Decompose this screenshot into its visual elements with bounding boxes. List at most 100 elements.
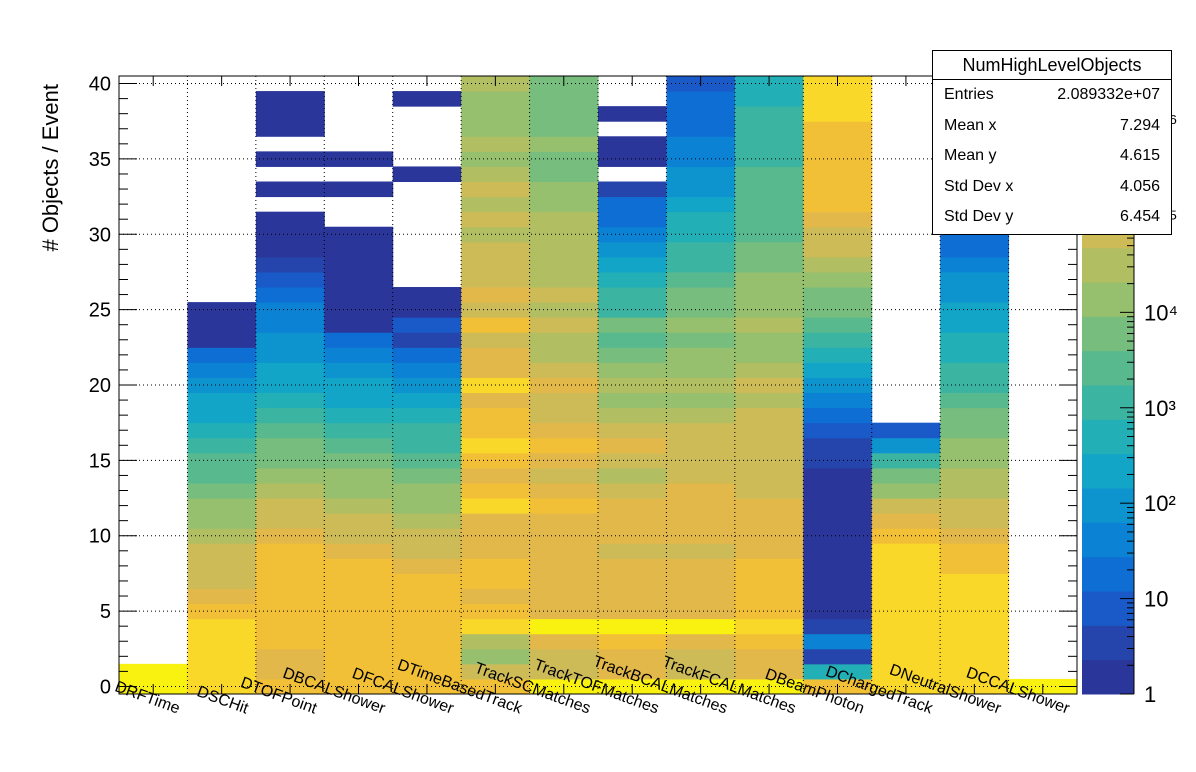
heatmap-cell xyxy=(734,467,804,484)
heatmap-cells xyxy=(119,76,1078,695)
heatmap-cell xyxy=(940,603,1010,620)
heatmap-cell xyxy=(940,377,1010,394)
heatmap-cell xyxy=(598,558,667,574)
heatmap-cell xyxy=(666,241,736,258)
heatmap-cell xyxy=(324,633,394,650)
heatmap-cell xyxy=(803,392,873,409)
heatmap-cell xyxy=(392,91,462,107)
heatmap-cell xyxy=(871,618,941,635)
heatmap-cell xyxy=(255,573,325,589)
heatmap-cell xyxy=(255,633,325,650)
heatmap-cell xyxy=(666,498,736,514)
heatmap-cell xyxy=(803,618,873,635)
heatmap-cell xyxy=(461,332,531,348)
heatmap-cell xyxy=(734,347,804,363)
stats-box: NumHighLevelObjects Entries 2.089332e+07… xyxy=(932,50,1172,235)
heatmap-cell xyxy=(255,271,325,288)
heatmap-cell xyxy=(803,437,873,454)
heatmap-cell xyxy=(666,513,736,529)
heatmap-cell xyxy=(803,136,873,152)
heatmap-cell xyxy=(734,196,804,213)
heatmap-cell xyxy=(598,181,667,198)
heatmap-cell xyxy=(529,377,599,394)
heatmap-cell xyxy=(734,211,804,228)
heatmap-cell xyxy=(940,618,1010,635)
heatmap-cell xyxy=(529,452,599,469)
heatmap-cell xyxy=(255,543,325,559)
heatmap-cell xyxy=(803,287,873,303)
heatmap-cell xyxy=(529,256,599,273)
heatmap-cell xyxy=(324,452,394,469)
palette-band xyxy=(1082,488,1134,523)
heatmap-cell xyxy=(666,196,736,213)
heatmap-cell xyxy=(871,663,941,680)
heatmap-cell xyxy=(598,136,667,152)
heatmap-cell xyxy=(255,452,325,469)
heatmap-cell xyxy=(666,573,736,589)
stats-value: 4.056 xyxy=(1119,177,1160,195)
heatmap-cell xyxy=(734,422,804,439)
heatmap-cell xyxy=(461,211,531,228)
heatmap-cell xyxy=(529,588,599,605)
heatmap-cell xyxy=(734,256,804,273)
heatmap-cell xyxy=(324,513,394,529)
heatmap-cell xyxy=(187,513,257,529)
heatmap-cell xyxy=(255,287,325,303)
stats-value: 4.615 xyxy=(1119,147,1160,164)
heatmap-cell xyxy=(803,181,873,198)
heatmap-cell xyxy=(666,121,736,137)
stats-title: NumHighLevelObjects xyxy=(933,51,1171,80)
heatmap-cell xyxy=(529,91,599,107)
y-tick-label: 10 xyxy=(89,526,111,548)
heatmap-cell xyxy=(598,377,667,394)
heatmap-cell xyxy=(529,121,599,137)
heatmap-cell xyxy=(940,392,1010,409)
heatmap-cell xyxy=(255,91,325,107)
heatmap-cell xyxy=(803,377,873,394)
heatmap-cell xyxy=(940,467,1010,484)
heatmap-cell xyxy=(187,603,257,620)
stats-label: Mean y xyxy=(944,147,997,164)
heatmap-cell xyxy=(392,498,462,514)
heatmap-cell xyxy=(392,287,462,303)
heatmap-cell xyxy=(529,528,599,544)
heatmap-cell xyxy=(734,573,804,589)
y-axis-label: # Objects / Event xyxy=(38,84,63,252)
heatmap-cell xyxy=(598,648,667,665)
heatmap-cell xyxy=(324,181,394,198)
heatmap-cell xyxy=(324,287,394,303)
heatmap-cell xyxy=(666,287,736,303)
heatmap-cell xyxy=(940,648,1010,665)
heatmap-cell xyxy=(803,271,873,288)
heatmap-cell xyxy=(255,181,325,198)
heatmap-cell xyxy=(187,302,257,318)
heatmap-cell xyxy=(940,362,1010,378)
heatmap-cell xyxy=(734,362,804,378)
heatmap-cell xyxy=(461,392,531,409)
heatmap-cell xyxy=(392,482,462,499)
heatmap-cell xyxy=(392,166,462,183)
heatmap-cell xyxy=(529,166,599,183)
heatmap-cell xyxy=(598,332,667,348)
heatmap-cell xyxy=(666,648,736,665)
heatmap-cell xyxy=(529,196,599,213)
heatmap-cell xyxy=(871,603,941,620)
heatmap-cell xyxy=(940,633,1010,650)
heatmap-cell xyxy=(598,528,667,544)
heatmap-cell xyxy=(734,287,804,303)
y-axis: 0 5 10 15 20 25 30 35 40 xyxy=(89,74,1077,698)
heatmap-cell xyxy=(392,618,462,635)
heatmap-cell xyxy=(940,573,1010,589)
heatmap-cell xyxy=(529,467,599,484)
palette-band xyxy=(1082,316,1134,352)
heatmap-cell xyxy=(734,121,804,137)
heatmap-cell xyxy=(803,106,873,122)
heatmap-cell xyxy=(392,543,462,559)
heatmap-cell xyxy=(803,633,873,650)
heatmap-cell xyxy=(666,422,736,439)
heatmap-cell xyxy=(392,362,462,378)
heatmap-cell xyxy=(529,648,599,665)
heatmap-cell xyxy=(666,452,736,469)
heatmap-cell xyxy=(324,362,394,378)
heatmap-cell xyxy=(392,407,462,424)
